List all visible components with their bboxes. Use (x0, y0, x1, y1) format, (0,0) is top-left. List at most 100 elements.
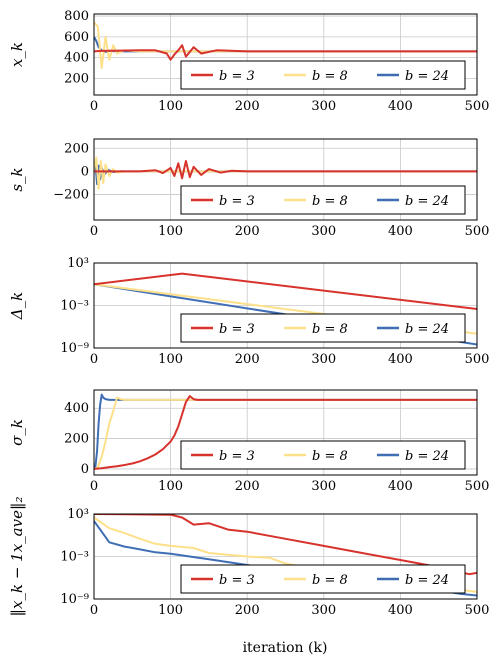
x-tick-label: 300 (311, 224, 336, 239)
y-tick-label: 600 (64, 30, 89, 45)
x-tick-label: 200 (235, 352, 260, 367)
legend: b = 3 b = 8 b = 24 (180, 564, 466, 594)
x-tick-label: 200 (235, 603, 260, 618)
x-tick-label: 400 (388, 99, 413, 114)
legend-box (180, 564, 466, 594)
x-tick-label: 100 (158, 479, 183, 494)
y-axis-label: ‖x_k − 1x_ave‖₂ (8, 497, 26, 617)
x-tick-label: 400 (388, 479, 413, 494)
legend-label-b8: b = 8 (312, 322, 348, 337)
plot-frame (93, 389, 478, 476)
y-tick-label: 0 (81, 462, 89, 477)
y-tick-label: 10³ (67, 507, 89, 522)
x-tick-label: 0 (90, 99, 98, 114)
plot-frame (93, 513, 478, 600)
series-line-b8 (94, 396, 477, 470)
x-tick-label: 0 (90, 479, 98, 494)
x-tick-label: 200 (235, 479, 260, 494)
panel-delta: 0 100 200 300 400 500 10⁻⁹ 10⁻³ 10³ Δ_kb = 3 b = 8… (8, 256, 489, 367)
x-axis-label: iteration (k) (243, 640, 328, 656)
y-tick-label: 200 (64, 432, 89, 447)
series-group (94, 21, 477, 69)
y-tick-label: 200 (64, 71, 89, 86)
x-tick-label: 0 (90, 352, 98, 367)
x-tick-label: 100 (158, 99, 183, 114)
legend-box (180, 440, 466, 470)
x-tick-label: 100 (158, 352, 183, 367)
y-tick-label: 200 (64, 141, 89, 156)
legend-label-b3: b = 3 (219, 194, 255, 209)
x-tick-label: 500 (465, 479, 490, 494)
x-tick-label: 200 (235, 99, 260, 114)
x-tick-label: 0 (90, 603, 98, 618)
y-tick-label: 10³ (67, 256, 89, 271)
x-tick-label: 0 (90, 224, 98, 239)
series-line-b3 (94, 160, 477, 180)
series-line-b8 (94, 156, 477, 190)
x-tick-label: 400 (388, 352, 413, 367)
y-tick-label: 10⁻³ (60, 550, 89, 565)
series-line-b3 (94, 395, 477, 470)
x-tick-label: 500 (465, 224, 490, 239)
legend-label-b24: b = 24 (405, 69, 449, 84)
legend-label-b8: b = 8 (312, 194, 348, 209)
x-tick-label: 100 (158, 224, 183, 239)
series-line-b3 (94, 44, 477, 61)
legend-label-b24: b = 24 (405, 194, 449, 209)
x-tick-label: 400 (388, 603, 413, 618)
legend-label-b3: b = 3 (219, 69, 255, 84)
legend-box (180, 313, 466, 343)
legend-label-b3: b = 3 (219, 573, 255, 588)
series-group (94, 393, 477, 470)
legend-label-b3: b = 3 (219, 322, 255, 337)
y-tick-label: 800 (64, 9, 89, 24)
legend-box (180, 185, 466, 215)
x-tick-label: 300 (311, 99, 336, 114)
y-tick-label: 400 (64, 51, 89, 66)
legend: b = 3 b = 8 b = 24 (180, 60, 466, 90)
x-tick-label: 500 (465, 352, 490, 367)
x-tick-label: 100 (158, 603, 183, 618)
legend-label-b24: b = 24 (405, 322, 449, 337)
legend-label-b8: b = 8 (312, 69, 348, 84)
plot-frame (93, 13, 478, 96)
y-tick-label: 10⁻⁹ (60, 341, 89, 356)
x-tick-label: 300 (311, 352, 336, 367)
y-tick-label: −200 (53, 188, 89, 203)
x-tick-label: 300 (311, 603, 336, 618)
legend: b = 3 b = 8 b = 24 (180, 313, 466, 343)
y-axis-label: Δ_k (8, 292, 26, 320)
y-tick-label: 400 (64, 401, 89, 416)
y-tick-label: 10⁻⁹ (60, 592, 89, 607)
plot-frame (93, 262, 478, 349)
x-tick-label: 500 (465, 99, 490, 114)
legend-label-b24: b = 24 (405, 573, 449, 588)
x-tick-label: 300 (311, 479, 336, 494)
legend-label-b8: b = 8 (312, 573, 348, 588)
legend-label-b24: b = 24 (405, 449, 449, 464)
series-line-b24 (94, 163, 477, 186)
series-line-b24 (94, 393, 477, 470)
legend: b = 3 b = 8 b = 24 (180, 185, 466, 215)
series-group (94, 156, 477, 190)
x-tick-label: 400 (388, 224, 413, 239)
legend: b = 3 b = 8 b = 24 (180, 440, 466, 470)
legend-box (180, 60, 466, 90)
y-axis-label: σ_k (8, 419, 26, 446)
legend-label-b3: b = 3 (219, 449, 255, 464)
y-axis-label: x_k (8, 42, 26, 67)
y-tick-label: 0 (81, 164, 89, 179)
plot-frame (93, 138, 478, 221)
x-tick-label: 200 (235, 224, 260, 239)
panel-consensus: 0 100 200 300 400 500 10⁻⁹ 10⁻³ 10³ ‖x_k − 1x_ave… (8, 497, 489, 618)
legend-label-b8: b = 8 (312, 449, 348, 464)
series-line-b3 (94, 272, 477, 310)
x-tick-label: 500 (465, 603, 490, 618)
y-tick-label: 10⁻³ (60, 299, 89, 314)
y-axis-label: s_k (8, 167, 26, 191)
